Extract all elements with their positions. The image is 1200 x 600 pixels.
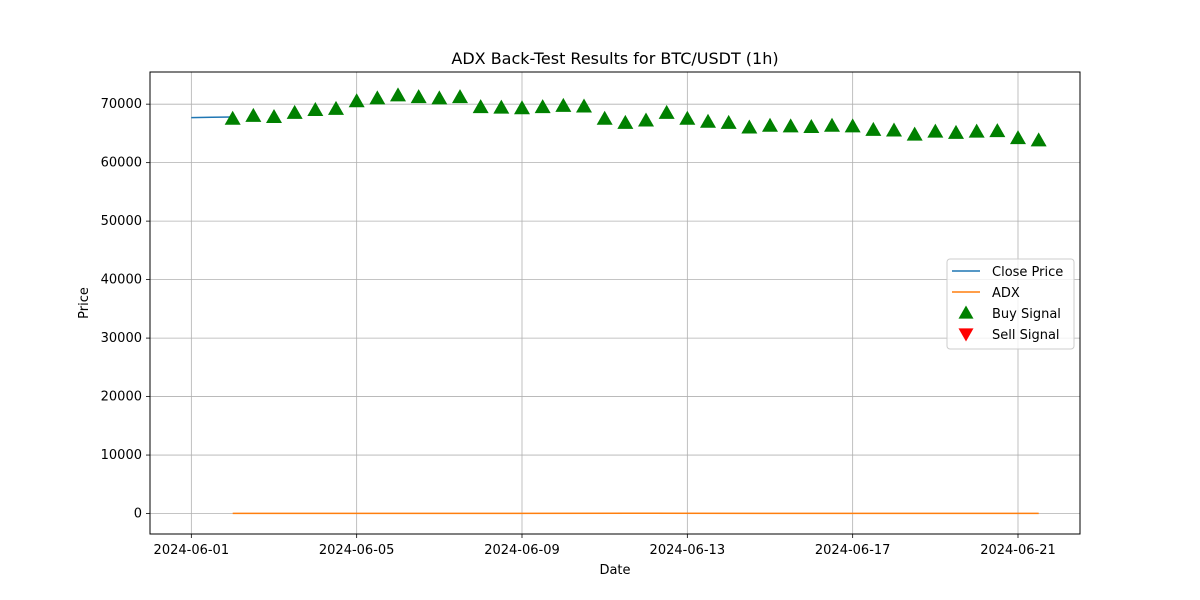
y-tick-label: 20000 (101, 390, 142, 405)
y-axis-label: Price (77, 287, 92, 319)
y-tick-label: 70000 (101, 97, 142, 112)
buy-signal-marker (906, 126, 923, 141)
x-tick-label: 2024-06-17 (815, 543, 891, 558)
legend-swatch-sell-signal (958, 328, 974, 342)
buy-signal-marker (245, 107, 262, 122)
x-tick-label: 2024-06-21 (980, 543, 1056, 558)
y-tick-label: 0 (134, 507, 142, 522)
buy-signal-marker (1010, 130, 1026, 145)
buy-signal-marker (534, 99, 551, 114)
y-tick-label: 10000 (101, 448, 142, 463)
buy-signal-marker (286, 104, 303, 119)
grid-lines (150, 72, 1080, 534)
buy-signal-marker (803, 118, 820, 133)
y-tick-label: 50000 (101, 214, 142, 229)
chart-title: ADX Back-Test Results for BTC/USDT (1h) (451, 49, 778, 68)
buy-signal-marker (989, 123, 1006, 138)
legend-label-sell-signal: Sell Signal (992, 328, 1060, 343)
buy-signal-marker (865, 121, 882, 136)
buy-signal-marker (741, 119, 758, 134)
buy-signal-marker (576, 98, 592, 113)
buy-signal-marker (1030, 132, 1047, 147)
buy-signal-marker (348, 93, 365, 108)
series-layer (191, 87, 1047, 515)
legend-swatch-buy-signal (958, 305, 974, 319)
buy-signal-marker (472, 99, 489, 114)
buy-signal-marker (700, 113, 716, 128)
x-tick-label: 2024-06-13 (650, 543, 726, 558)
legend-label-adx: ADX (992, 286, 1020, 301)
buy-signal-marker (824, 117, 840, 132)
buy-signal-marker (410, 89, 427, 104)
y-tick-label: 30000 (101, 331, 142, 346)
buy-signal-marker (266, 109, 282, 124)
legend-box (946, 258, 1075, 350)
buy-signal-marker (514, 100, 530, 115)
plot-area-frame (149, 71, 1081, 535)
buy-signal-marker (493, 99, 510, 114)
legend-label-buy-signal: Buy Signal (992, 307, 1061, 322)
buy-signal-marker (720, 114, 737, 129)
legend: Close Price ADX Buy Signal Sell Signal (946, 258, 1075, 350)
buy-signal-marker (968, 123, 985, 138)
buy-signal-marker (948, 124, 964, 139)
buy-signal-marker (638, 112, 654, 127)
buy-signal-marker (658, 104, 675, 119)
buy-signal-marker (390, 87, 406, 102)
buy-signal-marker (596, 110, 613, 125)
buy-signal-marker (431, 90, 448, 105)
buy-signal-marker (617, 114, 634, 129)
buy-signal-marker (782, 118, 799, 133)
buy-signal-marker (307, 102, 324, 117)
y-tick-label: 60000 (101, 156, 142, 171)
series-line-close-price (191, 116, 233, 119)
buy-signal-marker (679, 110, 696, 125)
buy-signal-marker (927, 123, 944, 138)
axis-ticks: 0 10000 20000 30000 40000 50000 60000 70000 2024… (101, 97, 1056, 558)
buy-signal-marker (369, 90, 386, 105)
x-tick-label: 2024-06-01 (154, 543, 230, 558)
buy-signal-marker (328, 100, 344, 115)
x-axis-label: Date (599, 563, 630, 578)
x-tick-label: 2024-06-05 (319, 543, 395, 558)
buy-signal-marker (224, 110, 241, 125)
buy-signal-marker (886, 122, 902, 137)
buy-signal-marker (844, 118, 861, 133)
legend-label-close-price: Close Price (992, 265, 1063, 280)
y-tick-label: 40000 (101, 273, 142, 288)
buy-signal-marker (555, 97, 572, 112)
buy-signal-marker (452, 89, 468, 104)
buy-signal-marker (762, 117, 778, 132)
x-tick-label: 2024-06-09 (484, 543, 560, 558)
